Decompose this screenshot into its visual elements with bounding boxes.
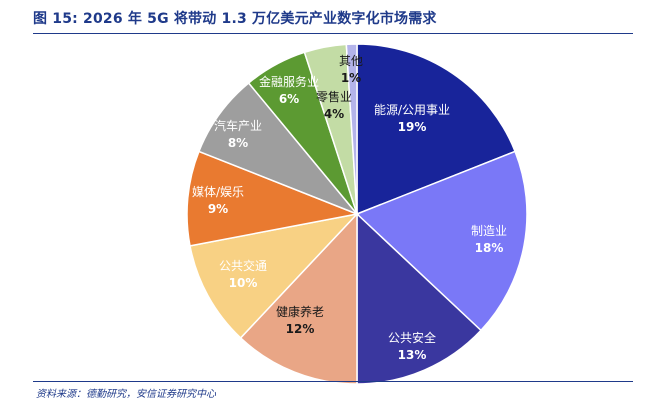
pie-slice [189, 212, 360, 339]
slice-label: 公共安全 [388, 330, 436, 345]
slice-value-label: 10% [229, 276, 258, 290]
slice-label: 公共交通 [219, 258, 267, 273]
source-note: 资料来源：德勤研究，安信证券研究中心 [36, 389, 216, 400]
chart-title: 图 15: 2026 年 5G 将带动 1.3 万亿美元产业数字化市场需求 [33, 11, 437, 27]
slice-value-label: 9% [208, 202, 228, 216]
slice-label: 汽车产业 [214, 118, 262, 133]
slice-label: 制造业 [471, 224, 507, 238]
slice-value-label: 19% [398, 120, 427, 134]
slice-label: 媒体/娱乐 [192, 185, 244, 199]
slice-label: 健康养老 [276, 304, 324, 319]
slice-value-label: 6% [279, 92, 299, 106]
slice-value-label: 1% [341, 71, 361, 85]
pie-slices [186, 43, 528, 385]
slice-label: 能源/公用事业 [374, 103, 450, 117]
slice-value-label: 18% [475, 241, 504, 255]
pie-labels: 能源/公用事业 19% 制造业 18% 公共安全 13% 健康养老 12% 公共交通 10% 媒体/… [192, 54, 507, 362]
slice-label: 其他 [339, 54, 363, 68]
slice-label: 金融服务业 [259, 74, 319, 89]
pie-slice [356, 43, 517, 216]
slice-value-label: 12% [286, 322, 315, 336]
pie-slice [345, 43, 358, 215]
title-divider [33, 33, 633, 34]
source-divider [33, 381, 633, 382]
slice-value-label: 13% [398, 348, 427, 362]
slice-label: 零售业 [316, 89, 352, 104]
slice-value-label: 8% [228, 136, 248, 150]
pie-slice [186, 150, 360, 247]
pie-slice [355, 150, 528, 332]
pie-slice [239, 212, 358, 385]
pie-slice [356, 212, 482, 385]
slice-value-label: 4% [324, 107, 344, 121]
